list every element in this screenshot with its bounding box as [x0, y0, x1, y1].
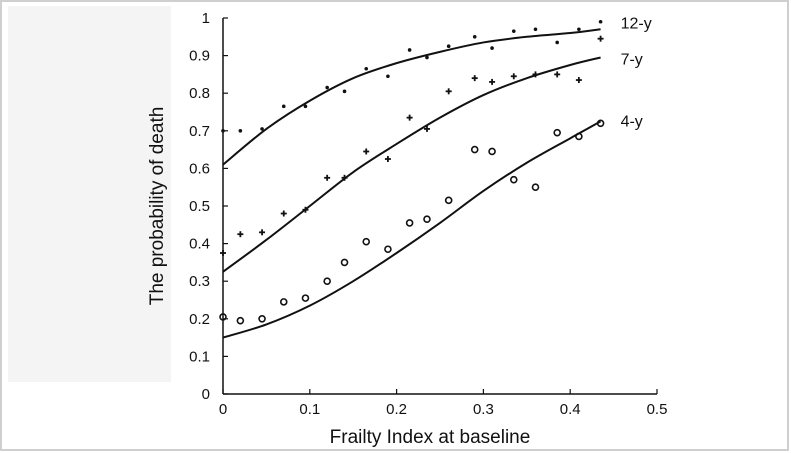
fitted-curves — [222, 28, 602, 339]
point-4-y — [362, 237, 371, 246]
point-7-y — [302, 206, 309, 213]
point-7-y — [406, 114, 413, 121]
x-axis-label: Frailty Index at baseline — [330, 427, 531, 448]
data-points — [219, 19, 605, 325]
point-4-y — [553, 128, 561, 137]
y-tick-label: 0.3 — [189, 273, 210, 290]
point-4-y — [384, 245, 392, 254]
point-12-y — [598, 19, 603, 24]
point-12-y — [364, 66, 369, 71]
point-12-y — [472, 35, 477, 39]
curve-7-y — [222, 56, 601, 273]
point-7-y — [510, 73, 517, 80]
point-7-y — [341, 174, 348, 181]
y-tick-label: 0.4 — [189, 236, 210, 253]
point-12-y — [260, 127, 264, 131]
point-7-y — [363, 148, 370, 155]
point-12-y — [342, 89, 347, 94]
point-4-y — [405, 219, 414, 227]
point-12-y — [303, 104, 308, 109]
y-tick-label: 0.9 — [189, 48, 210, 65]
point-7-y — [324, 174, 331, 181]
ticks: 0 0.1 0.2 0.3 0.4 0.5 0.6 0.7 0.8 0.9 1 0 0.1 0.2 0.3 0… — [189, 10, 667, 418]
point-4-y — [531, 183, 540, 191]
point-4-y — [323, 277, 331, 286]
figure-background — [8, 6, 171, 382]
point-12-y — [577, 27, 581, 32]
point-12-y — [238, 129, 243, 133]
point-7-y — [445, 88, 452, 95]
x-tick-label: 0.3 — [473, 401, 494, 418]
x-tick-label: 0.4 — [560, 401, 581, 418]
y-tick-label: 0 — [202, 386, 210, 403]
point-7-y — [384, 156, 391, 162]
point-4-y — [301, 294, 310, 302]
point-7-y — [259, 229, 266, 236]
point-7-y — [237, 231, 244, 238]
y-tick-label: 0.8 — [189, 85, 210, 102]
y-tick-label: 0.7 — [189, 123, 210, 140]
y-axis-label: The probability of death — [147, 107, 168, 306]
point-7-y — [532, 71, 539, 78]
series-label-12-y: 12-y — [621, 15, 652, 32]
x-tick-label: 0 — [219, 401, 227, 418]
point-12-y — [325, 85, 329, 90]
point-7-y — [220, 250, 226, 256]
y-tick-label: 0.5 — [189, 198, 210, 215]
point-4-y — [509, 175, 518, 184]
series-labels: 12-y 7-y 4-y — [621, 15, 652, 130]
series-label-7-y: 7-y — [621, 51, 643, 68]
point-7-y — [575, 77, 582, 84]
point-12-y — [511, 29, 516, 33]
point-4-y — [340, 258, 349, 267]
point-12-y — [425, 55, 429, 60]
point-4-y — [444, 196, 453, 205]
point-7-y — [489, 78, 496, 85]
curve-12-y — [222, 28, 601, 166]
point-4-y — [596, 119, 605, 128]
point-12-y — [407, 48, 412, 52]
y-tick-label: 0.1 — [189, 348, 210, 365]
curve-4-y — [222, 120, 602, 339]
point-4-y — [236, 316, 245, 325]
point-4-y — [258, 314, 266, 323]
point-12-y — [555, 40, 559, 45]
x-tick-label: 0.1 — [299, 401, 320, 418]
point-7-y — [597, 35, 604, 42]
point-12-y — [281, 104, 286, 109]
axes — [222, 18, 657, 395]
point-12-y — [386, 74, 390, 79]
point-7-y — [423, 125, 430, 132]
y-tick-label: 0.6 — [189, 160, 210, 177]
point-7-y — [554, 71, 561, 78]
point-4-y — [488, 147, 496, 156]
point-4-y — [279, 298, 288, 306]
point-7-y — [471, 75, 478, 82]
x-tick-label: 0.5 — [647, 401, 668, 418]
y-tick-label: 0.2 — [189, 311, 210, 328]
point-7-y — [280, 210, 287, 217]
point-4-y — [470, 145, 479, 154]
point-12-y — [446, 44, 451, 48]
point-4-y — [423, 215, 431, 223]
x-tick-label: 0.2 — [386, 401, 407, 418]
series-label-4-y: 4-y — [621, 113, 643, 130]
point-12-y — [221, 129, 225, 133]
point-12-y — [490, 46, 494, 50]
point-4-y — [575, 132, 583, 141]
point-4-y — [219, 313, 227, 321]
point-12-y — [533, 27, 538, 32]
y-tick-label: 1 — [202, 10, 210, 27]
